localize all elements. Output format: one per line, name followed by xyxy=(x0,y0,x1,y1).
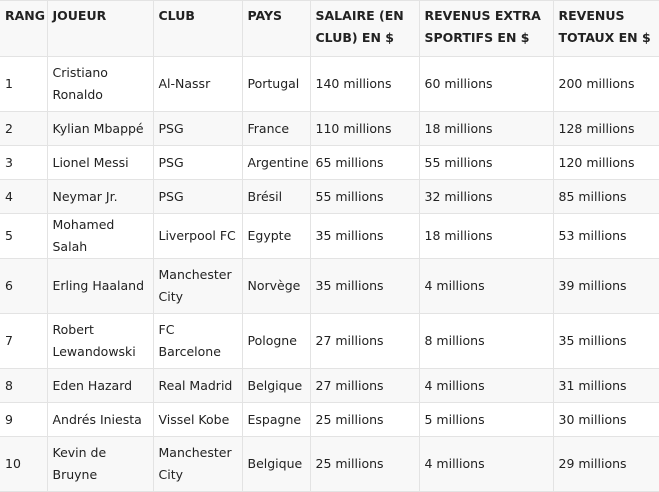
cell-country: France xyxy=(241,111,311,146)
cell-extra: 8 millions xyxy=(418,313,554,369)
cell-rank: 3 xyxy=(0,145,48,180)
cell-player: Lionel Messi xyxy=(46,145,154,180)
table-row: 3 Lionel Messi PSG Argentine 65 millions… xyxy=(0,145,659,180)
cell-total: 85 millions xyxy=(552,179,659,214)
cell-salary: 110 millions xyxy=(309,111,420,146)
header-player: JOUEUR xyxy=(46,0,154,57)
cell-rank: 9 xyxy=(0,402,48,437)
cell-country: Espagne xyxy=(241,402,311,437)
cell-rank: 1 xyxy=(0,56,48,112)
cell-salary: 140 millions xyxy=(309,56,420,112)
cell-country: Argentine xyxy=(241,145,311,180)
table-row: 2 Kylian Mbappé PSG France 110 millions … xyxy=(0,111,659,146)
header-rank: RANG xyxy=(0,0,48,57)
cell-extra: 32 millions xyxy=(418,179,554,214)
cell-player: Eden Hazard xyxy=(46,368,154,403)
cell-club: FC Barcelone xyxy=(152,313,243,369)
cell-rank: 10 xyxy=(0,436,48,492)
header-salary: SALAIRE (EN CLUB) EN $ xyxy=(309,0,420,57)
cell-total: 39 millions xyxy=(552,258,659,314)
table-row: 7 Robert Lewandowski FC Barcelone Pologn… xyxy=(0,313,659,369)
table-header-row: RANG JOUEUR CLUB PAYS SALAIRE (EN CLUB) … xyxy=(0,0,659,57)
cell-extra: 4 millions xyxy=(418,258,554,314)
table-row: 4 Neymar Jr. PSG Brésil 55 millions 32 m… xyxy=(0,179,659,214)
cell-salary: 65 millions xyxy=(309,145,420,180)
cell-club: Manchester City xyxy=(152,258,243,314)
cell-country: Egypte xyxy=(241,213,311,259)
cell-club: Manchester City xyxy=(152,436,243,492)
cell-country: Portugal xyxy=(241,56,311,112)
cell-total: 128 millions xyxy=(552,111,659,146)
table-row: 1 Cristiano Ronaldo Al-Nassr Portugal 14… xyxy=(0,56,659,112)
cell-total: 120 millions xyxy=(552,145,659,180)
cell-player: Neymar Jr. xyxy=(46,179,154,214)
cell-total: 200 millions xyxy=(552,56,659,112)
table-row: 5 Mohamed Salah Liverpool FC Egypte 35 m… xyxy=(0,213,659,259)
cell-player: Cristiano Ronaldo xyxy=(46,56,154,112)
cell-club: Real Madrid xyxy=(152,368,243,403)
cell-club: PSG xyxy=(152,145,243,180)
cell-total: 53 millions xyxy=(552,213,659,259)
cell-rank: 6 xyxy=(0,258,48,314)
cell-extra: 5 millions xyxy=(418,402,554,437)
cell-salary: 55 millions xyxy=(309,179,420,214)
table-row: 6 Erling Haaland Manchester City Norvège… xyxy=(0,258,659,314)
cell-salary: 27 millions xyxy=(309,368,420,403)
cell-extra: 18 millions xyxy=(418,111,554,146)
cell-rank: 8 xyxy=(0,368,48,403)
cell-country: Belgique xyxy=(241,368,311,403)
cell-rank: 2 xyxy=(0,111,48,146)
cell-total: 29 millions xyxy=(552,436,659,492)
cell-club: Vissel Kobe xyxy=(152,402,243,437)
cell-country: Brésil xyxy=(241,179,311,214)
table-row: 10 Kevin de Bruyne Manchester City Belgi… xyxy=(0,436,659,492)
cell-salary: 35 millions xyxy=(309,213,420,259)
cell-club: Liverpool FC xyxy=(152,213,243,259)
cell-player: Kylian Mbappé xyxy=(46,111,154,146)
table-row: 9 Andrés Iniesta Vissel Kobe Espagne 25 … xyxy=(0,402,659,437)
cell-player: Mohamed Salah xyxy=(46,213,154,259)
cell-club: PSG xyxy=(152,111,243,146)
cell-club: PSG xyxy=(152,179,243,214)
cell-rank: 4 xyxy=(0,179,48,214)
header-country: PAYS xyxy=(241,0,311,57)
cell-club: Al-Nassr xyxy=(152,56,243,112)
header-extra: REVENUS EXTRA SPORTIFS EN $ xyxy=(418,0,554,57)
cell-extra: 18 millions xyxy=(418,213,554,259)
cell-country: Pologne xyxy=(241,313,311,369)
cell-player: Erling Haaland xyxy=(46,258,154,314)
cell-player: Robert Lewandowski xyxy=(46,313,154,369)
cell-extra: 60 millions xyxy=(418,56,554,112)
cell-country: Norvège xyxy=(241,258,311,314)
cell-total: 31 millions xyxy=(552,368,659,403)
table-row: 8 Eden Hazard Real Madrid Belgique 27 mi… xyxy=(0,368,659,403)
cell-extra: 4 millions xyxy=(418,436,554,492)
cell-player: Kevin de Bruyne xyxy=(46,436,154,492)
cell-total: 35 millions xyxy=(552,313,659,369)
header-club: CLUB xyxy=(152,0,243,57)
cell-salary: 25 millions xyxy=(309,436,420,492)
cell-salary: 25 millions xyxy=(309,402,420,437)
header-total: REVENUS TOTAUX EN $ xyxy=(552,0,659,57)
cell-player: Andrés Iniesta xyxy=(46,402,154,437)
cell-extra: 55 millions xyxy=(418,145,554,180)
cell-rank: 7 xyxy=(0,313,48,369)
cell-salary: 27 millions xyxy=(309,313,420,369)
cell-extra: 4 millions xyxy=(418,368,554,403)
cell-country: Belgique xyxy=(241,436,311,492)
cell-salary: 35 millions xyxy=(309,258,420,314)
cell-rank: 5 xyxy=(0,213,48,259)
cell-total: 30 millions xyxy=(552,402,659,437)
